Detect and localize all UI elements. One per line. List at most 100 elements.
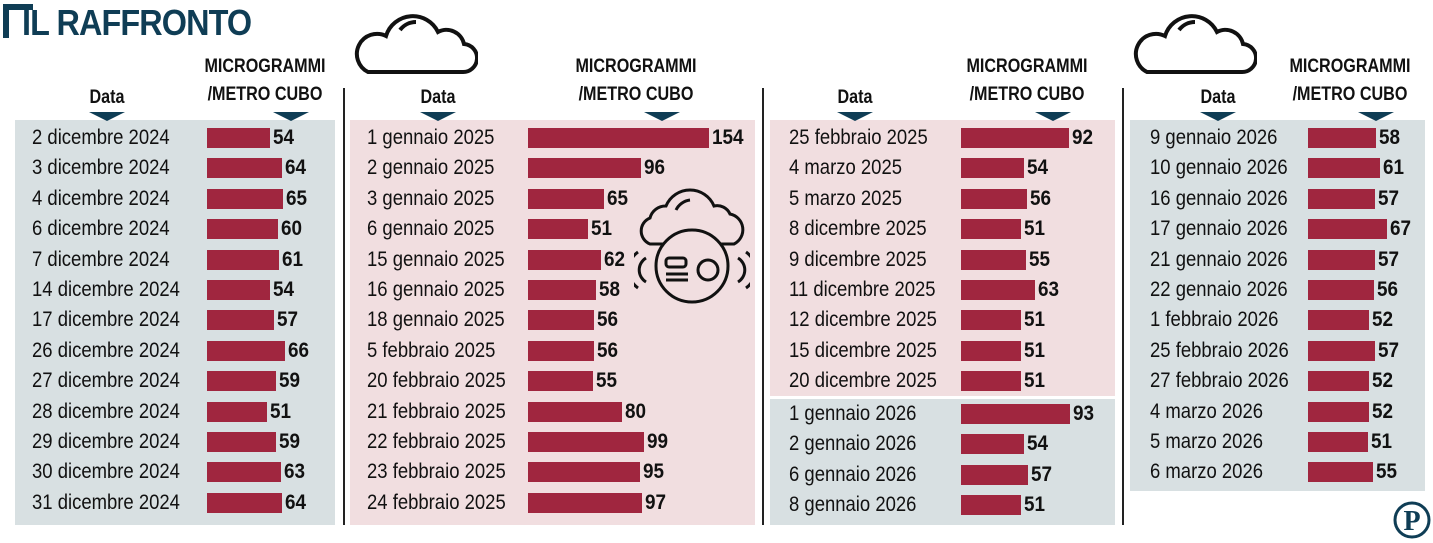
value-label: 95: [642, 460, 664, 484]
value-label: 51: [269, 399, 291, 423]
date-label: 10 gennaio 2026: [1150, 156, 1288, 180]
bar: [528, 280, 597, 300]
value-column-header: /METRO CUBO: [578, 84, 694, 105]
bar: [1308, 158, 1380, 179]
bar: [207, 401, 267, 422]
value-label: 59: [279, 430, 301, 453]
value-label: 57: [276, 308, 299, 332]
bar: [528, 462, 640, 483]
bar: [1308, 249, 1375, 270]
value-column-header: MICROGRAMMI: [966, 56, 1088, 77]
date-column-header: Data: [837, 87, 873, 108]
value-label: 56: [1376, 278, 1398, 301]
bar: [207, 280, 271, 300]
value-label: 57: [1377, 247, 1400, 271]
value-label: 63: [1038, 278, 1060, 301]
value-label: 55: [595, 369, 617, 393]
panel-dec-2024: [15, 120, 335, 525]
date-label: 2 gennaio 2025: [367, 156, 495, 180]
value-label: 64: [285, 490, 307, 514]
bar: [961, 434, 1025, 455]
bar: [207, 492, 283, 513]
value-label: 58: [1379, 126, 1401, 149]
value-label: 154: [712, 126, 744, 149]
value-label: 57: [1377, 186, 1400, 210]
bar: [207, 310, 274, 331]
date-label: 24 febbraio 2025: [367, 490, 506, 514]
value-label: 55: [1375, 460, 1397, 484]
value-label: 54: [1027, 156, 1049, 180]
value-label: 64: [285, 156, 307, 180]
title-accent: [3, 4, 33, 10]
value-label: 57: [1377, 338, 1400, 362]
date-label: 1 gennaio 2026: [789, 402, 917, 425]
bar: [207, 432, 277, 452]
date-label: 8 gennaio 2026: [789, 493, 917, 517]
value-label: 65: [607, 186, 629, 210]
date-label: 20 dicembre 2025: [789, 369, 937, 393]
arrow-down-icon: [1200, 112, 1236, 121]
panel-2025-late: [770, 120, 1115, 396]
page-title: IL RAFFRONTO: [22, 2, 252, 43]
divider: [762, 88, 764, 525]
date-label: 8 dicembre 2025: [789, 217, 927, 241]
value-label: 65: [286, 186, 308, 210]
bar: [1308, 340, 1375, 361]
bar: [1308, 432, 1368, 452]
bar: [1308, 280, 1374, 300]
bar: [1308, 310, 1370, 331]
bar: [528, 188, 605, 209]
bar: [207, 340, 285, 361]
bar: [961, 404, 1071, 424]
value-label: 59: [279, 369, 301, 393]
bar: [961, 310, 1021, 331]
value-label: 96: [643, 156, 665, 180]
value-label: 54: [1027, 432, 1049, 456]
value-label: 52: [1372, 369, 1394, 393]
cloud-icon: [1133, 14, 1257, 75]
value-label: 51: [1023, 369, 1045, 393]
bar: [528, 310, 594, 331]
date-label: 18 gennaio 2025: [367, 308, 505, 332]
value-label: 52: [1372, 399, 1394, 423]
date-label: 21 gennaio 2026: [1150, 247, 1288, 271]
bar: [961, 371, 1021, 392]
value-label: 60: [280, 217, 302, 241]
svg-text:P: P: [1403, 506, 1420, 537]
value-column-header: /METRO CUBO: [969, 84, 1085, 105]
date-label: 30 dicembre 2024: [32, 460, 180, 484]
date-label: 26 dicembre 2024: [32, 338, 180, 362]
value-label: 56: [596, 308, 618, 332]
value-label: 63: [284, 460, 306, 484]
bar: [961, 280, 1036, 300]
value-label: 55: [1028, 247, 1050, 271]
date-label: 4 marzo 2026: [1150, 399, 1264, 423]
date-label: 20 febbraio 2025: [367, 369, 506, 393]
date-label: 5 marzo 2025: [789, 186, 903, 210]
date-label: 21 febbraio 2025: [367, 399, 506, 423]
date-label: 5 marzo 2026: [1150, 430, 1264, 453]
cloud-sensor-icon: [634, 188, 750, 304]
value-column-header: MICROGRAMMI: [204, 56, 326, 77]
date-label: 2 gennaio 2026: [789, 432, 917, 456]
value-label: 97: [645, 490, 667, 514]
date-label: 22 gennaio 2026: [1150, 278, 1288, 301]
value-label: 58: [599, 278, 621, 301]
bar: [207, 188, 284, 209]
date-label: 22 febbraio 2025: [367, 430, 506, 453]
value-label: 66: [287, 338, 309, 362]
value-label: 61: [1382, 156, 1404, 180]
value-label: 51: [1370, 430, 1392, 453]
date-label: 17 gennaio 2026: [1150, 217, 1288, 241]
bar: [961, 464, 1028, 485]
bar: [207, 158, 283, 179]
date-label: 31 dicembre 2024: [32, 490, 180, 514]
date-label: 25 febbraio 2025: [789, 126, 928, 149]
date-label: 11 dicembre 2025: [789, 278, 936, 301]
value-label: 62: [603, 247, 625, 271]
cloud-icon: [354, 14, 478, 75]
value-label: 51: [590, 217, 612, 241]
date-label: 27 dicembre 2024: [32, 369, 180, 393]
bar: [961, 158, 1025, 179]
